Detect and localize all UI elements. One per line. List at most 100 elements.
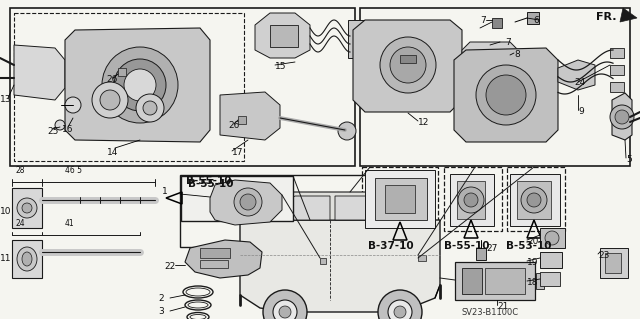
Bar bbox=[457, 181, 485, 219]
Circle shape bbox=[610, 105, 634, 129]
Bar bbox=[375, 178, 427, 220]
Text: 22: 22 bbox=[164, 262, 175, 271]
Circle shape bbox=[22, 203, 32, 213]
Circle shape bbox=[464, 193, 478, 207]
Bar bbox=[450, 174, 494, 226]
Text: 23: 23 bbox=[598, 251, 609, 260]
Text: 27: 27 bbox=[486, 244, 497, 253]
Circle shape bbox=[394, 306, 406, 318]
Bar bbox=[527, 12, 539, 24]
Text: 24: 24 bbox=[16, 219, 26, 228]
Circle shape bbox=[545, 231, 559, 245]
Polygon shape bbox=[353, 20, 462, 112]
Polygon shape bbox=[612, 93, 632, 140]
Circle shape bbox=[100, 90, 120, 110]
Bar bbox=[536, 273, 544, 289]
Bar bbox=[462, 268, 482, 294]
Circle shape bbox=[390, 47, 426, 83]
Text: 9: 9 bbox=[578, 107, 584, 116]
Bar bbox=[400, 55, 416, 63]
Polygon shape bbox=[210, 180, 282, 225]
Text: 20: 20 bbox=[527, 237, 538, 246]
Bar bbox=[600, 248, 628, 278]
Text: 3: 3 bbox=[158, 307, 164, 316]
Text: 25: 25 bbox=[47, 127, 58, 136]
Polygon shape bbox=[454, 48, 558, 142]
Bar bbox=[360, 8, 630, 166]
Bar bbox=[12, 240, 42, 278]
Polygon shape bbox=[462, 42, 518, 82]
Text: 41: 41 bbox=[65, 219, 75, 228]
Circle shape bbox=[65, 97, 81, 113]
Text: 26: 26 bbox=[106, 75, 117, 84]
Bar bbox=[455, 262, 535, 300]
Text: SV23-B1100C: SV23-B1100C bbox=[462, 308, 519, 317]
Text: 13: 13 bbox=[0, 95, 12, 104]
Polygon shape bbox=[365, 170, 435, 228]
Circle shape bbox=[380, 37, 436, 93]
Text: 6: 6 bbox=[533, 16, 539, 25]
Bar bbox=[200, 248, 230, 258]
Polygon shape bbox=[65, 28, 210, 142]
Circle shape bbox=[279, 306, 291, 318]
Bar bbox=[200, 260, 228, 268]
Text: 24: 24 bbox=[574, 78, 585, 87]
Circle shape bbox=[17, 198, 37, 218]
Ellipse shape bbox=[22, 252, 32, 266]
Text: 11: 11 bbox=[0, 254, 12, 263]
Text: 8: 8 bbox=[514, 50, 520, 59]
Text: 10: 10 bbox=[0, 207, 12, 216]
Circle shape bbox=[476, 65, 536, 125]
Circle shape bbox=[234, 188, 262, 216]
Text: B-55-10: B-55-10 bbox=[186, 176, 232, 186]
Circle shape bbox=[527, 193, 541, 207]
Bar bbox=[476, 248, 486, 260]
Text: 2: 2 bbox=[158, 294, 164, 303]
Polygon shape bbox=[620, 8, 637, 22]
Bar bbox=[444, 167, 502, 231]
Bar bbox=[507, 167, 565, 231]
Polygon shape bbox=[185, 240, 262, 278]
Circle shape bbox=[458, 187, 484, 213]
Polygon shape bbox=[220, 92, 280, 140]
Polygon shape bbox=[270, 196, 330, 220]
Circle shape bbox=[143, 101, 157, 115]
Circle shape bbox=[338, 122, 356, 140]
Text: 16: 16 bbox=[62, 125, 74, 134]
Bar bbox=[14, 13, 244, 161]
Text: 15: 15 bbox=[275, 62, 287, 71]
Text: 18: 18 bbox=[527, 278, 538, 287]
Text: 5: 5 bbox=[626, 155, 632, 164]
Polygon shape bbox=[335, 196, 390, 220]
Circle shape bbox=[136, 94, 164, 122]
Bar bbox=[348, 20, 366, 58]
Text: 21: 21 bbox=[497, 302, 508, 311]
Circle shape bbox=[378, 290, 422, 319]
Text: 7: 7 bbox=[505, 38, 511, 47]
Text: 7: 7 bbox=[480, 16, 486, 25]
Bar bbox=[610, 65, 624, 75]
Text: 17: 17 bbox=[232, 148, 243, 157]
Polygon shape bbox=[14, 45, 65, 100]
Circle shape bbox=[615, 110, 629, 124]
Text: B-37-10: B-37-10 bbox=[368, 241, 413, 251]
Circle shape bbox=[388, 300, 412, 319]
Polygon shape bbox=[255, 13, 310, 58]
Text: FR.: FR. bbox=[596, 12, 616, 22]
Bar bbox=[610, 48, 624, 58]
Text: 1: 1 bbox=[162, 187, 168, 196]
Bar bbox=[238, 116, 246, 124]
Text: 14: 14 bbox=[107, 148, 118, 157]
Text: B-55-10: B-55-10 bbox=[188, 179, 234, 189]
Text: 12: 12 bbox=[418, 118, 429, 127]
Polygon shape bbox=[265, 192, 405, 220]
Bar bbox=[540, 228, 565, 248]
Bar bbox=[270, 25, 298, 47]
Bar bbox=[10, 8, 355, 166]
Bar bbox=[610, 82, 624, 92]
Bar bbox=[418, 255, 426, 261]
Bar bbox=[385, 185, 415, 213]
Text: 28: 28 bbox=[16, 166, 26, 175]
Bar bbox=[12, 188, 42, 228]
Circle shape bbox=[486, 75, 526, 115]
